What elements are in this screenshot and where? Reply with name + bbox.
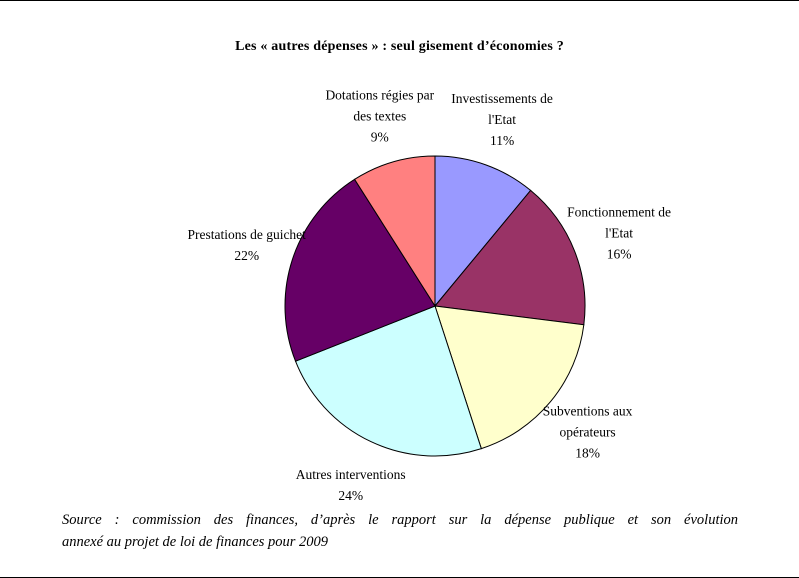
slice-label-4: Prestations de guichet 22% [187,227,306,263]
slice-label-5: Dotations régies par des textes 9% [325,87,434,144]
pie-slice-4 [284,178,436,362]
pie-slice-0 [434,155,532,308]
source-line-2: annexé au projet de loi de finances pour… [62,534,329,550]
slice-label-2: Subventions aux opérateurs 18% [543,404,633,461]
pie-slice-2 [434,305,585,450]
pie-slice-1 [434,189,586,326]
slice-label-1: Fonctionnement de l'Etat 16% [567,205,671,262]
chart-title: Les « autres dépenses » : seul gisement … [235,39,564,54]
pie-slice-3 [294,305,482,457]
slice-label-0: Investissements de l'Etat 11% [451,91,553,148]
source-note: Source : commission des finances, d’aprè… [62,509,738,553]
pie-slice-5 [353,155,436,308]
slice-label-3: Autres interventions 24% [296,467,406,503]
source-line-1: Source : commission des finances, d’aprè… [62,512,738,528]
